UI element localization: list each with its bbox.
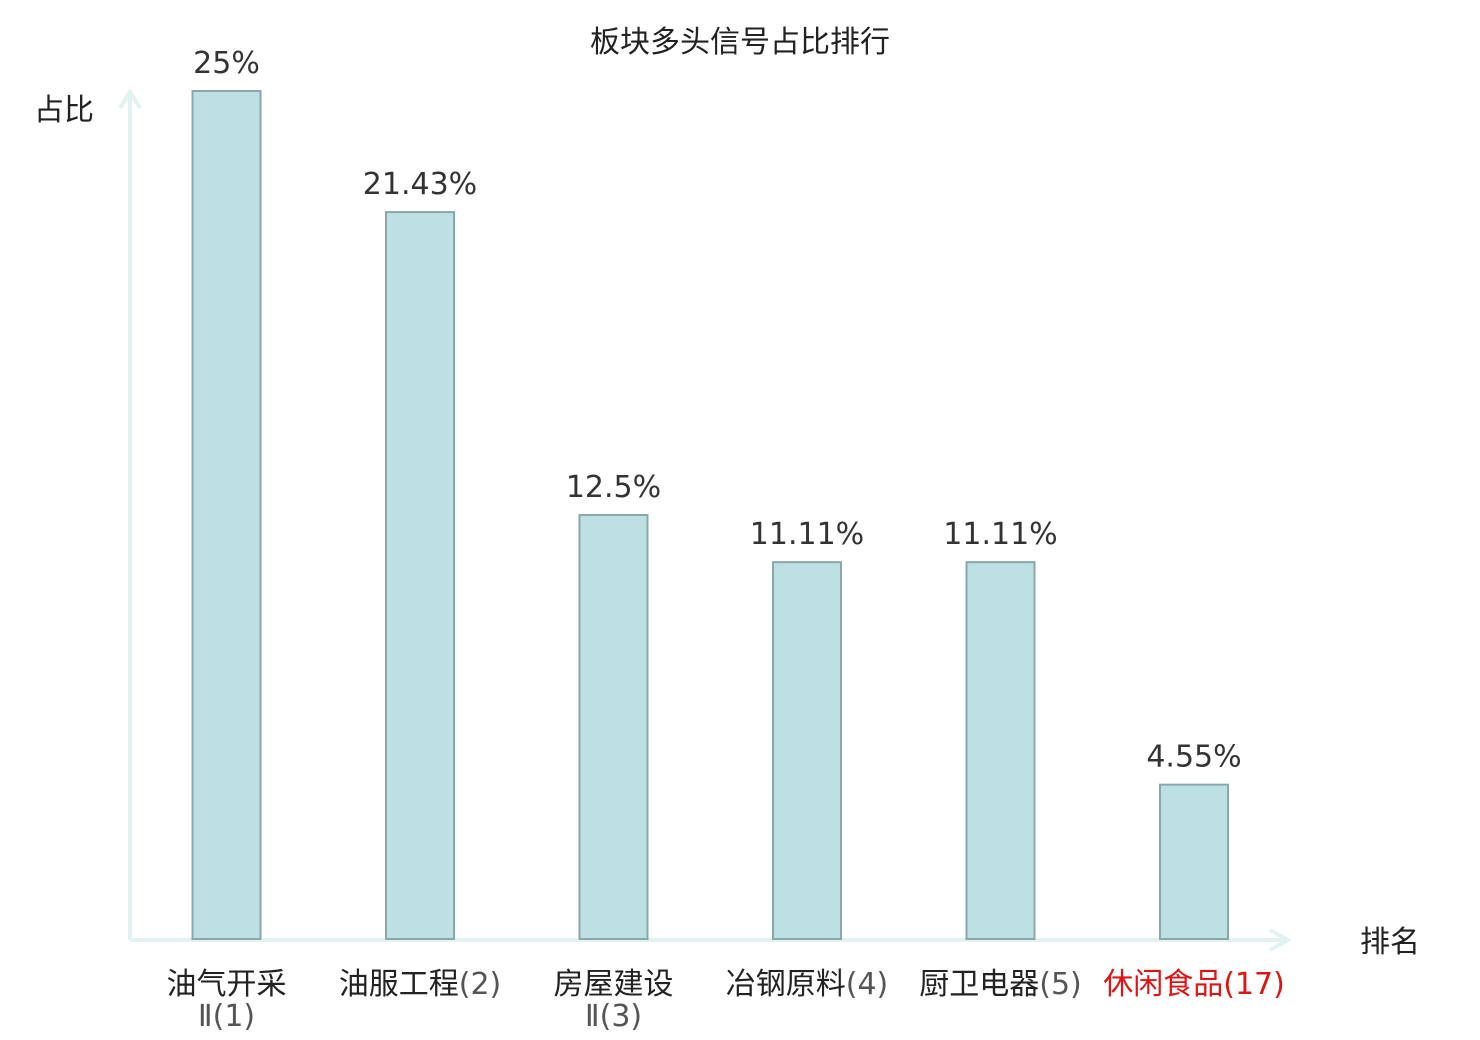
tick-label-3: 房屋建设 Ⅱ(3) xyxy=(554,967,674,1034)
data-label-2: 21.43% xyxy=(363,167,477,202)
chart-title: 板块多头信号占比排行 xyxy=(590,25,890,60)
x-axis-label: 排名 xyxy=(1360,925,1420,960)
data-labels-group: 25% 21.43% 12.5% 11.11% 11.11% 4.55% xyxy=(193,46,1242,775)
tick-labels-group: 油气开采 Ⅱ(1) 油服工程(2) 房屋建设 Ⅱ(3) 冶钢原料(4) 厨卫电器(5) 休闲食… xyxy=(167,967,1285,1034)
data-label-5: 11.11% xyxy=(943,517,1057,552)
bar-5 xyxy=(965,561,1036,940)
tick-label-2: 油服工程(2) xyxy=(339,967,502,1002)
bar-3 xyxy=(578,514,649,940)
tick-label-6: 休闲食品(17) xyxy=(1103,967,1285,1002)
bar-1 xyxy=(191,90,262,940)
y-axis-arrow xyxy=(118,88,142,110)
y-axis-label: 占比 xyxy=(34,93,94,128)
bar-4 xyxy=(772,561,842,940)
data-label-4: 11.11% xyxy=(750,517,864,552)
bars-group xyxy=(191,90,1229,940)
tick-label-4: 冶钢原料(4) xyxy=(726,967,889,1002)
data-label-6: 4.55% xyxy=(1146,740,1241,775)
bar-2 xyxy=(385,211,455,940)
axes xyxy=(118,88,1293,952)
data-label-3: 12.5% xyxy=(566,470,661,505)
tick-label-1: 油气开采 Ⅱ(1) xyxy=(167,967,287,1034)
tick-label-5: 厨卫电器(5) xyxy=(919,967,1082,1002)
x-axis-arrow xyxy=(1269,928,1293,952)
data-label-1: 25% xyxy=(193,46,260,81)
bar-6 xyxy=(1159,783,1229,940)
